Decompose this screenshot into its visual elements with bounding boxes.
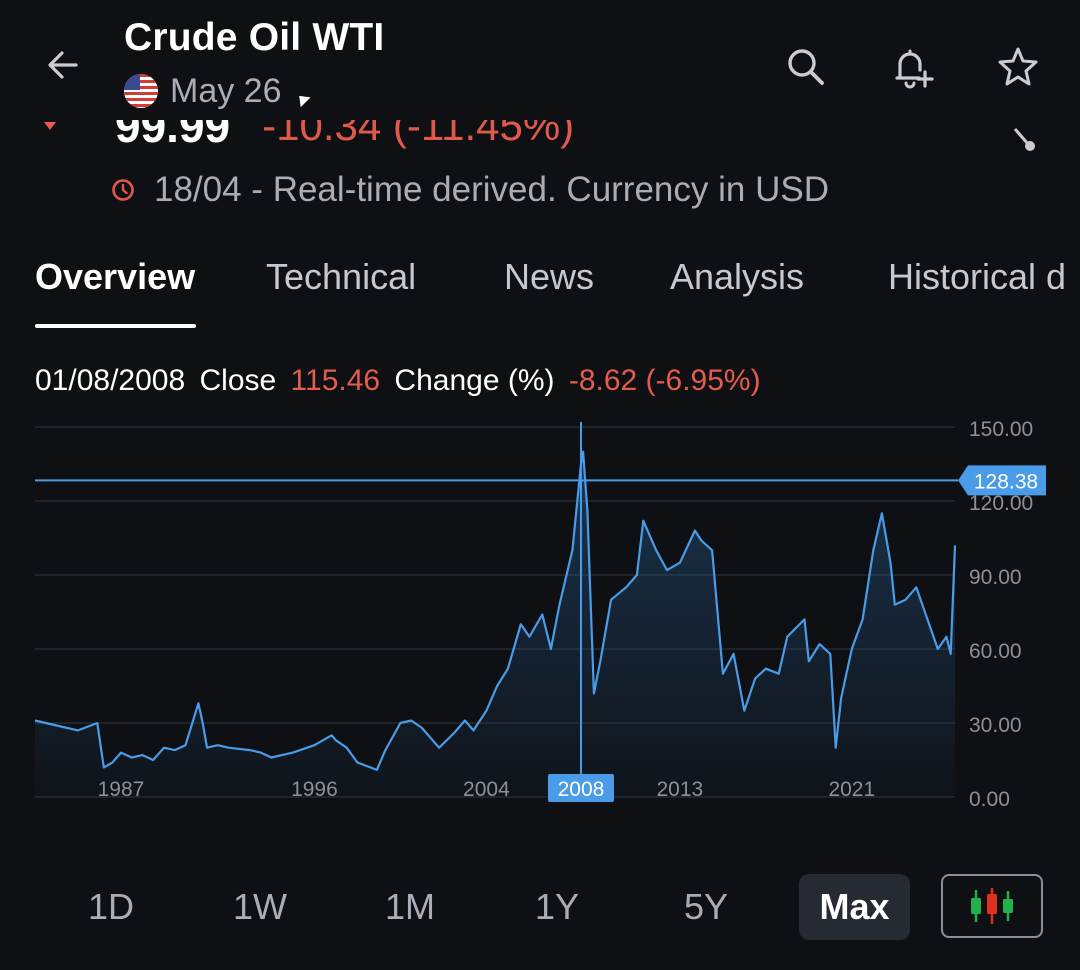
price-chart[interactable]: 150.00 120.00 90.00 60.00 30.00 0.00 1987 1996 2… — [0, 410, 1080, 830]
x-tick-label: 2004 — [463, 778, 510, 801]
tab-news[interactable]: News — [504, 256, 595, 297]
clock-icon — [112, 179, 134, 201]
search-icon — [788, 49, 824, 85]
crosshair-info: 01/08/2008 Close 115.46 Change (%) -8.62… — [35, 364, 767, 398]
crosshair-y-label: 128.38 — [974, 470, 1038, 493]
range-1y-button[interactable]: 1Y — [534, 886, 580, 927]
app-header: Crude Oil WTI May 26 — [0, 0, 1080, 120]
price-chart-svg[interactable]: 150.00 120.00 90.00 60.00 30.00 0.00 1987 1996 2… — [0, 410, 1080, 830]
active-tab-indicator — [35, 324, 196, 328]
crosshair-y-badge — [958, 465, 1046, 496]
y-tick-label: 60.00 — [969, 640, 1022, 663]
search-button[interactable] — [779, 40, 833, 94]
crosshair-date: 01/08/2008 — [35, 364, 186, 397]
y-tick-label: 120.00 — [969, 492, 1033, 515]
caret-down-icon — [293, 90, 311, 107]
add-alert-button[interactable] — [885, 40, 939, 94]
price-change: -10.34 (-11.45%) — [262, 120, 575, 149]
tab-technical[interactable]: Technical — [266, 256, 417, 297]
page-title: Crude Oil WTI — [124, 16, 385, 59]
range-selector: 1D 1W 1M 1Y 5Y Max — [0, 868, 1080, 948]
y-tick-label: 0.00 — [969, 788, 1010, 811]
y-tick-label: 150.00 — [969, 418, 1033, 441]
chart-type-button[interactable] — [941, 874, 1043, 938]
x-tick-label: 1996 — [291, 778, 338, 801]
tab-bar: Overview Technical News Analysis Histori… — [0, 250, 1080, 330]
back-button[interactable] — [38, 40, 88, 90]
y-tick-label: 30.00 — [969, 714, 1022, 737]
series-line — [34, 450, 957, 771]
range-max-button[interactable]: Max — [799, 874, 910, 940]
realtime-text: 18/04 - Real-time derived. Currency in U… — [154, 170, 829, 209]
crosshair-x-badge — [547, 774, 614, 802]
realtime-info: 18/04 - Real-time derived. Currency in U… — [110, 170, 829, 210]
bell-plus-icon — [895, 49, 934, 89]
price-row: 99.99 -10.34 (-11.45%) — [0, 120, 1080, 154]
candlestick-icon — [971, 888, 1013, 924]
last-price: 99.99 — [115, 120, 231, 152]
crosshair-x-label: 2008 — [558, 778, 605, 801]
watchlist-button[interactable] — [991, 40, 1045, 94]
tab-historical-data[interactable]: Historical d — [888, 256, 1067, 297]
tab-analysis[interactable]: Analysis — [670, 256, 805, 297]
close-value: 115.46 — [290, 364, 381, 397]
x-tick-label: 2013 — [657, 778, 704, 801]
change-label: Change (%) — [394, 364, 555, 397]
range-5y-button[interactable]: 5Y — [683, 886, 729, 927]
y-tick-label: 90.00 — [969, 566, 1022, 589]
tab-overview[interactable]: Overview — [35, 256, 196, 297]
change-value: -8.62 (-6.95%) — [568, 364, 761, 397]
quote-date: May 26 — [170, 71, 282, 110]
date-selector[interactable]: May 26 — [124, 70, 311, 112]
us-flag-icon — [124, 74, 158, 108]
range-1m-button[interactable]: 1M — [384, 886, 435, 927]
x-tick-label: 2021 — [828, 778, 875, 801]
range-1w-button[interactable]: 1W — [233, 886, 287, 927]
share-icon — [1013, 128, 1035, 151]
close-label: Close — [199, 364, 277, 397]
arrow-down-icon — [44, 122, 56, 130]
x-tick-label: 1987 — [98, 778, 145, 801]
range-1d-button[interactable]: 1D — [87, 886, 135, 927]
star-icon — [998, 47, 1038, 86]
arrow-left-icon — [48, 51, 78, 79]
series-area — [35, 451, 955, 797]
